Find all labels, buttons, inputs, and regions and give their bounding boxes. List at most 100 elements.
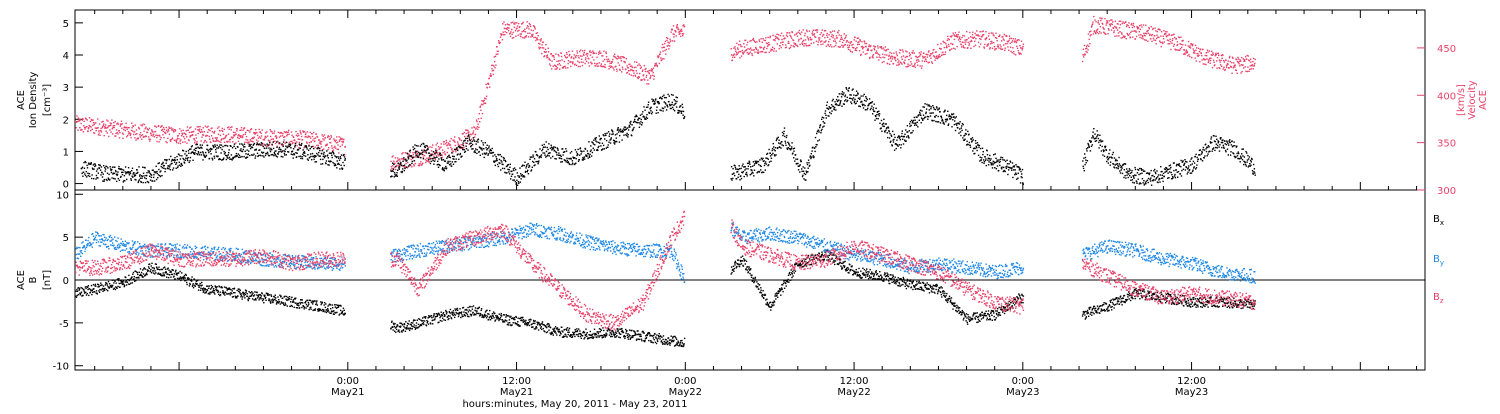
velocity-point [638,63,639,64]
density-point [959,123,960,124]
density-point [500,169,501,170]
density-point [288,145,289,146]
density-point [921,122,922,123]
velocity-point [273,132,274,133]
density-point [422,152,423,153]
velocity-point [649,73,650,74]
velocity-point [1133,23,1134,24]
density-point [497,160,498,161]
velocity-point [1114,36,1115,37]
velocity-point [455,145,456,146]
density-point [267,153,268,154]
velocity-point [280,135,281,136]
density-point [410,150,411,151]
velocity-point [183,130,184,131]
velocity-point [1230,61,1231,62]
density-point [789,145,790,146]
velocity-point [835,41,836,42]
density-point [452,156,453,157]
velocity-point [545,44,546,45]
density-point [255,157,256,158]
velocity-point [331,136,332,137]
velocity-point [601,63,602,64]
velocity-point [216,139,217,140]
velocity-point [589,50,590,51]
velocity-point [541,53,542,54]
velocity-point [638,78,639,79]
velocity-point [886,49,887,50]
velocity-point [294,140,295,141]
density-point [767,153,768,154]
velocity-point [1180,48,1181,49]
density-point [934,108,935,109]
density-point [83,162,84,163]
velocity-point [77,130,78,131]
velocity-point [972,34,973,35]
density-point [260,155,261,156]
velocity-point [527,33,528,34]
density-point [875,116,876,117]
velocity-point [131,123,132,124]
density-point [556,152,557,153]
velocity-point [744,46,745,47]
velocity-point [1208,60,1209,61]
density-point [802,175,803,176]
density-point [888,127,889,128]
density-point [921,110,922,111]
density-point [646,107,647,108]
velocity-point [511,29,512,30]
velocity-point [787,36,788,37]
velocity-point [275,135,276,136]
velocity-point [916,62,917,63]
velocity-point [1003,44,1004,45]
velocity-point [849,47,850,48]
velocity-point [482,113,483,114]
velocity-point [593,59,594,60]
velocity-point [214,141,215,142]
velocity-point [747,42,748,43]
density-point [491,150,492,151]
density-point [82,176,83,177]
density-point [100,174,101,175]
velocity-point [246,142,247,143]
velocity-point [564,55,565,56]
velocity-point [139,134,140,135]
density-point [570,152,571,153]
velocity-point [777,43,778,44]
density-point [930,108,931,109]
density-point [107,167,108,168]
velocity-point [141,135,142,136]
velocity-point [228,133,229,134]
velocity-point [122,138,123,139]
velocity-point [496,54,497,55]
density-point [581,151,582,152]
velocity-point [1089,39,1090,40]
velocity-point [474,127,475,128]
velocity-point [509,24,510,25]
velocity-point [650,75,651,76]
density-point [483,148,484,149]
density-point [422,154,423,155]
velocity-point [755,42,756,43]
density-point [773,143,774,144]
density-point [520,178,521,179]
velocity-point [517,25,518,26]
velocity-point [746,49,747,50]
density-point [565,148,566,149]
density-point [647,106,648,107]
density-point [328,157,329,158]
velocity-point [398,166,399,167]
velocity-point [577,55,578,56]
density-point [300,156,301,157]
velocity-point [760,38,761,39]
density-point [628,129,629,130]
density-point [553,148,554,149]
velocity-point [667,42,668,43]
density-point [306,148,307,149]
velocity-point [493,74,494,75]
velocity-point [1204,59,1205,60]
velocity-point [909,65,910,66]
density-point [608,144,609,145]
density-point [482,149,483,150]
velocity-point [1088,46,1089,47]
